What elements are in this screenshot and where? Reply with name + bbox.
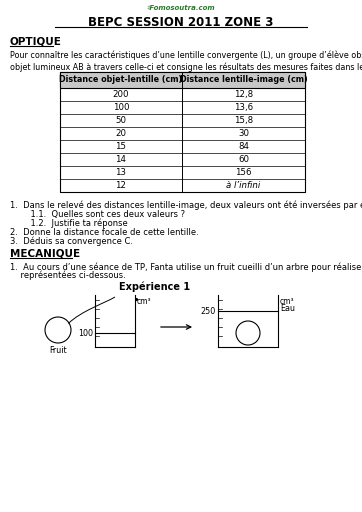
Text: 250: 250 [201,307,216,315]
Bar [60,72,305,192]
Text: 100: 100 [113,103,129,112]
Text: Pour connaître les caractéristiques d’une lentille convergente (L), un groupe d’: Pour connaître les caractéristiques d’un… [10,50,362,72]
Text: 20: 20 [115,129,126,138]
Text: 1.  Dans le relevé des distances lentille-image, deux valeurs ont été inversées : 1. Dans le relevé des distances lentille… [10,201,362,210]
Text: 1.  Au cours d’une séance de TP, Fanta utilise un fruit cueilli d’un arbre pour : 1. Au cours d’une séance de TP, Fanta ut… [10,262,362,271]
Text: ♯Fomosoutra.com: ♯Fomosoutra.com [147,5,215,11]
Text: 1.2.  Justifie ta réponse: 1.2. Justifie ta réponse [20,219,128,228]
Text: 2.  Donne la distance focale de cette lentille.: 2. Donne la distance focale de cette len… [10,228,199,237]
Text: cm³: cm³ [280,297,295,306]
Text: à l’infini: à l’infini [226,181,261,190]
Text: 60: 60 [238,155,249,164]
Text: Distance objet-lentille (cm): Distance objet-lentille (cm) [59,75,182,84]
Text: 200: 200 [113,90,129,99]
Text: 30: 30 [238,129,249,138]
Text: Eau: Eau [280,304,295,313]
Text: BEPC SESSION 2011 ZONE 3: BEPC SESSION 2011 ZONE 3 [88,16,274,29]
Text: 13,6: 13,6 [234,103,253,112]
Bar [60,72,305,88]
Text: Distance lentille-image (cm): Distance lentille-image (cm) [180,75,307,84]
Text: Expérience 1: Expérience 1 [119,282,190,292]
Text: 13: 13 [115,168,126,177]
Text: Fruit: Fruit [49,346,67,355]
Text: 84: 84 [238,142,249,151]
Text: 15: 15 [115,142,126,151]
Text: 3.  Déduis sa convergence C.: 3. Déduis sa convergence C. [10,237,133,246]
Text: 15,8: 15,8 [234,116,253,125]
Text: représentées ci-dessous.: représentées ci-dessous. [10,271,126,281]
Text: MECANIQUE: MECANIQUE [10,248,80,258]
Text: OPTIQUE: OPTIQUE [10,36,62,46]
Text: 14: 14 [115,155,126,164]
Text: 12,8: 12,8 [234,90,253,99]
Text: cm³: cm³ [137,297,152,306]
Text: 100: 100 [78,329,93,337]
Text: 12: 12 [115,181,126,190]
Text: 156: 156 [235,168,252,177]
Text: 1.1.  Quelles sont ces deux valeurs ?: 1.1. Quelles sont ces deux valeurs ? [20,210,185,219]
Text: 50: 50 [115,116,126,125]
